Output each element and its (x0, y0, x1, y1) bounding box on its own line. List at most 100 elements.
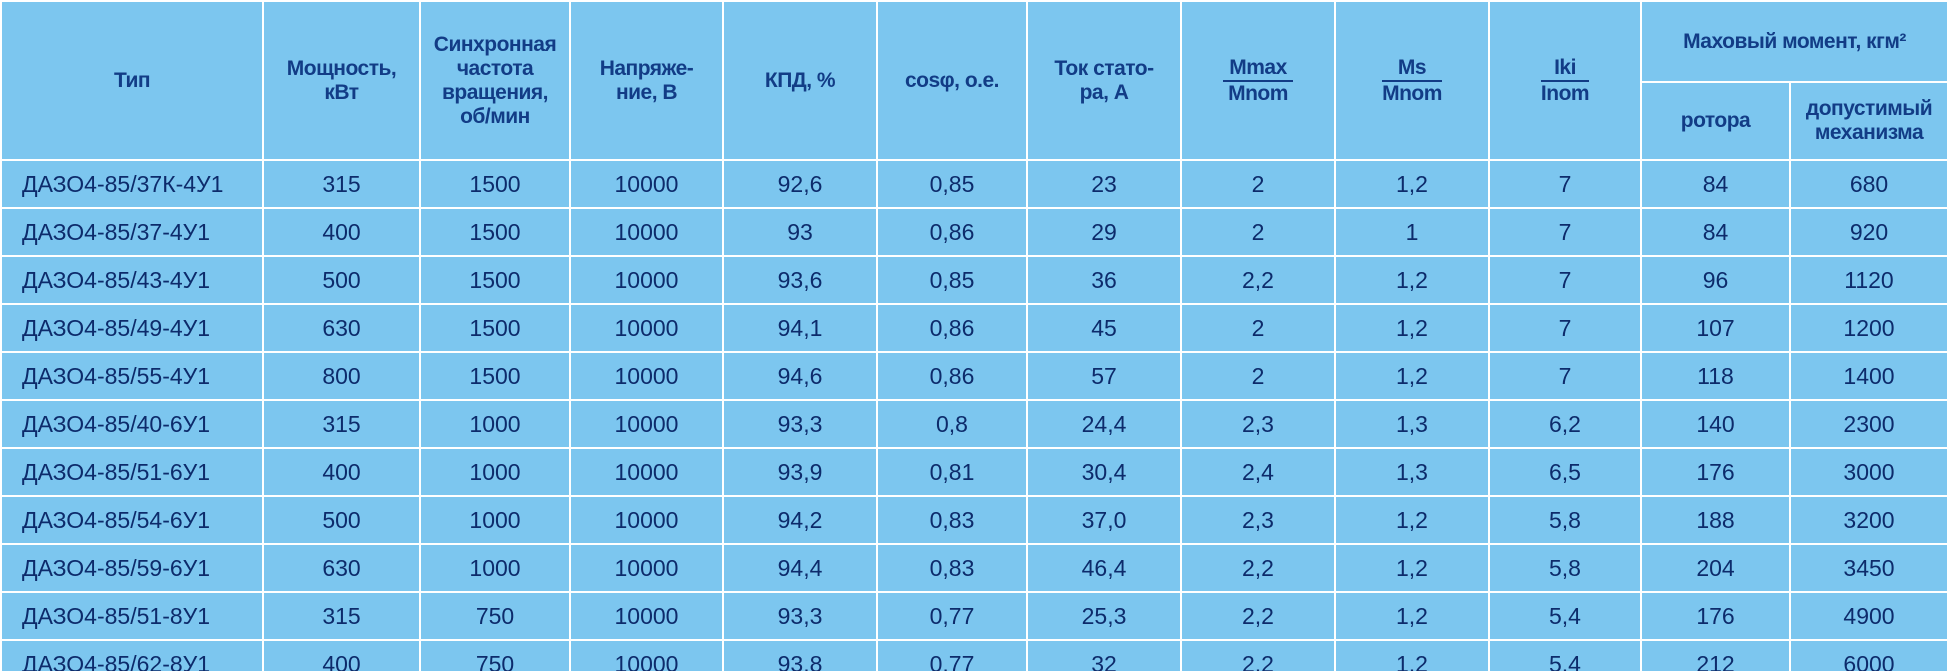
value-cell: 1,3 (1334, 399, 1490, 449)
value-cell: 2 (1180, 207, 1336, 257)
value-cell: 5,8 (1488, 543, 1642, 593)
value-cell: 1,2 (1334, 543, 1490, 593)
header-cell: Мощность, кВт (262, 0, 421, 161)
value-cell: 1,3 (1334, 447, 1490, 497)
table-row: ДАЗО4-85/51-6У1 400 1000 10000 93,9 0,81 30,4 2… (0, 447, 1947, 497)
value-cell: 2 (1180, 351, 1336, 401)
header-cell: cosφ, о.е. (876, 0, 1028, 161)
value-cell: 10000 (569, 591, 724, 641)
value-cell: 2 (1180, 303, 1336, 353)
value-cell: 0,77 (876, 591, 1028, 641)
table-row: ДАЗО4-85/55-4У1 800 1500 10000 94,6 0,86 57 2 1,… (0, 351, 1947, 401)
value-cell: 94,4 (722, 543, 878, 593)
value-cell: 1500 (419, 159, 571, 209)
value-cell: 57 (1026, 351, 1182, 401)
value-cell: 204 (1640, 543, 1791, 593)
value-cell: 1400 (1789, 351, 1947, 401)
value-cell: 1,2 (1334, 591, 1490, 641)
value-cell: 0,83 (876, 543, 1028, 593)
value-cell: 6,5 (1488, 447, 1642, 497)
header-cell: Маховый момент, кгм² (1640, 0, 1947, 83)
value-cell: 10000 (569, 159, 724, 209)
value-cell: 24,4 (1026, 399, 1182, 449)
header-cell: Синхронная частота вращения, об/мин (419, 0, 571, 161)
value-cell: 93,6 (722, 255, 878, 305)
value-cell: 0,85 (876, 255, 1028, 305)
header-cell: Mmax Mnom (1180, 0, 1336, 161)
value-cell: 1000 (419, 447, 571, 497)
table-row: ДАЗО4-85/62-8У1 400 750 10000 93,8 0,77 32 2,2 1… (0, 639, 1947, 671)
value-cell: 4900 (1789, 591, 1947, 641)
value-cell: 93,3 (722, 399, 878, 449)
value-cell: 315 (262, 591, 421, 641)
value-cell: 1500 (419, 303, 571, 353)
value-cell: 0,85 (876, 159, 1028, 209)
type-cell: ДАЗО4-85/37К-4У1 (0, 159, 264, 209)
value-cell: 84 (1640, 207, 1791, 257)
value-cell: 2,3 (1180, 399, 1336, 449)
table-row: ДАЗО4-85/54-6У1 500 1000 10000 94,2 0,83 37,0 2… (0, 495, 1947, 545)
value-cell: 93 (722, 207, 878, 257)
numerator: Mmax (1223, 56, 1293, 82)
value-cell: 10000 (569, 543, 724, 593)
type-cell: ДАЗО4-85/43-4У1 (0, 255, 264, 305)
value-cell: 1,2 (1334, 159, 1490, 209)
value-cell: 188 (1640, 495, 1791, 545)
value-cell: 3200 (1789, 495, 1947, 545)
type-cell: ДАЗО4-85/51-6У1 (0, 447, 264, 497)
value-cell: 680 (1789, 159, 1947, 209)
value-cell: 10000 (569, 255, 724, 305)
numerator: Ms (1382, 56, 1442, 82)
fraction: Mmax Mnom (1223, 56, 1293, 106)
value-cell: 6,2 (1488, 399, 1642, 449)
fraction: Ms Mnom (1382, 56, 1442, 106)
value-cell: 118 (1640, 351, 1791, 401)
type-cell: ДАЗО4-85/55-4У1 (0, 351, 264, 401)
type-cell: ДАЗО4-85/37-4У1 (0, 207, 264, 257)
value-cell: 1000 (419, 399, 571, 449)
value-cell: 0,83 (876, 495, 1028, 545)
value-cell: 2 (1180, 159, 1336, 209)
value-cell: 7 (1488, 351, 1642, 401)
value-cell: 0,77 (876, 639, 1028, 671)
value-cell: 10000 (569, 351, 724, 401)
value-cell: 7 (1488, 159, 1642, 209)
value-cell: 0,86 (876, 207, 1028, 257)
table-row: ДАЗО4-85/37-4У1 400 1500 10000 93 0,86 29 2 1 7 84… (0, 207, 1947, 257)
value-cell: 107 (1640, 303, 1791, 353)
value-cell: 400 (262, 447, 421, 497)
value-cell: 5,4 (1488, 591, 1642, 641)
value-cell: 212 (1640, 639, 1791, 671)
value-cell: 1000 (419, 543, 571, 593)
value-cell: 10000 (569, 303, 724, 353)
header-cell: ротора (1640, 81, 1791, 161)
value-cell: 84 (1640, 159, 1791, 209)
value-cell: 94,2 (722, 495, 878, 545)
fraction: Iki Inom (1540, 56, 1590, 106)
header-cell: КПД, % (722, 0, 878, 161)
value-cell: 750 (419, 639, 571, 671)
value-cell: 7 (1488, 303, 1642, 353)
table-row: ДАЗО4-85/37К-4У1 315 1500 10000 92,6 0,85 23 2 1… (0, 159, 1947, 209)
value-cell: 500 (262, 495, 421, 545)
type-cell: ДАЗО4-85/54-6У1 (0, 495, 264, 545)
type-cell: ДАЗО4-85/40-6У1 (0, 399, 264, 449)
value-cell: 800 (262, 351, 421, 401)
table-row: ДАЗО4-85/43-4У1 500 1500 10000 93,6 0,85 36 2,2… (0, 255, 1947, 305)
value-cell: 2300 (1789, 399, 1947, 449)
value-cell: 2,2 (1180, 255, 1336, 305)
value-cell: 140 (1640, 399, 1791, 449)
denominator: Mnom (1228, 81, 1288, 105)
value-cell: 1200 (1789, 303, 1947, 353)
value-cell: 1500 (419, 351, 571, 401)
value-cell: 1,2 (1334, 351, 1490, 401)
value-cell: 10000 (569, 207, 724, 257)
value-cell: 2,4 (1180, 447, 1336, 497)
value-cell: 23 (1026, 159, 1182, 209)
type-cell: ДАЗО4-85/59-6У1 (0, 543, 264, 593)
header-cell: Напряже- ние, В (569, 0, 724, 161)
value-cell: 630 (262, 543, 421, 593)
value-cell: 94,1 (722, 303, 878, 353)
value-cell: 315 (262, 159, 421, 209)
